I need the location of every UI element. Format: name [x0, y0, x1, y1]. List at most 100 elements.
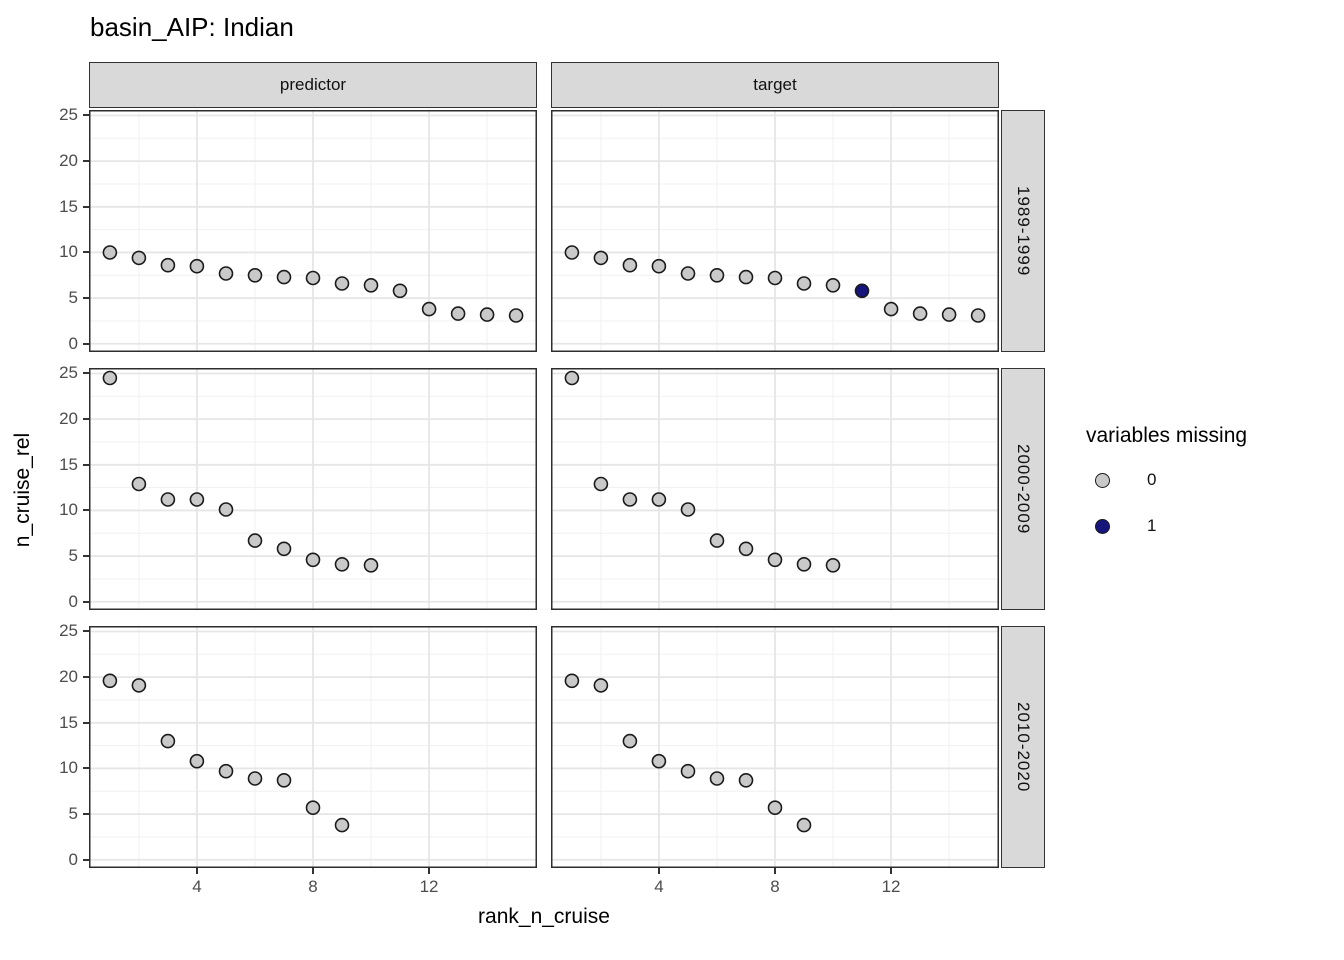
facet-col-label: predictor — [279, 75, 347, 94]
data-point — [796, 817, 812, 833]
data-point — [131, 678, 147, 693]
data-point — [825, 558, 841, 573]
y-tick-label: 0 — [68, 591, 78, 611]
y-tick-label: 20 — [59, 151, 78, 171]
x-tick-mark — [195, 868, 198, 874]
data-point — [334, 557, 350, 572]
data-point — [305, 270, 321, 286]
data-point — [363, 278, 379, 293]
y-tick-mark — [83, 418, 89, 421]
y-tick-mark — [83, 251, 89, 254]
y-tick-label: 0 — [68, 849, 78, 869]
y-tick-mark — [83, 630, 89, 633]
data-point — [160, 257, 176, 273]
data-point — [883, 301, 899, 317]
data-point — [160, 492, 176, 507]
data-point — [218, 763, 234, 779]
data-point — [392, 283, 408, 299]
legend-title: variables missing — [1086, 424, 1248, 447]
y-tick-mark — [83, 813, 89, 816]
x-tick-label: 4 — [654, 877, 664, 896]
data-point — [508, 308, 524, 323]
x-tick-label: 12 — [881, 877, 901, 896]
data-point — [189, 258, 205, 274]
data-point — [709, 533, 725, 548]
data-point — [651, 258, 667, 274]
data-point — [593, 250, 609, 266]
data-point — [276, 541, 292, 557]
legend-item: 0 — [1086, 470, 1247, 490]
data-point — [854, 283, 870, 299]
y-tick-label: 15 — [59, 712, 78, 732]
facet-col-strip-predictor: predictor — [89, 62, 537, 108]
x-axis-title: rank_n_cruise — [478, 905, 610, 928]
y-tick-mark — [83, 721, 89, 724]
data-point — [564, 245, 580, 260]
y-tick-label: 5 — [68, 546, 78, 566]
facet-row-label: 2000-2009 — [1014, 443, 1033, 535]
data-point — [131, 476, 147, 492]
y-tick-mark — [83, 767, 89, 770]
data-point — [680, 502, 696, 517]
data-point — [305, 552, 321, 568]
data-point — [680, 763, 696, 779]
y-tick-mark — [83, 114, 89, 117]
data-point — [593, 678, 609, 693]
facet-row-strip-2010-2020: 2010-2020 — [1001, 626, 1045, 868]
data-point — [593, 476, 609, 492]
data-point — [334, 817, 350, 833]
panel-target-2000-2009 — [551, 368, 999, 610]
y-tick-mark — [83, 160, 89, 163]
data-point — [970, 308, 986, 323]
y-tick-mark — [83, 297, 89, 300]
panel-target-2010-2020 — [551, 626, 999, 868]
data-point — [796, 557, 812, 572]
data-point — [305, 800, 321, 815]
facet-col-label: target — [753, 75, 797, 94]
y-tick-mark — [83, 555, 89, 558]
data-point — [479, 307, 495, 322]
data-point — [247, 771, 263, 786]
y-tick-label: 5 — [68, 804, 78, 824]
y-tick-label: 15 — [59, 454, 78, 474]
panel-predictor-2000-2009 — [89, 368, 537, 610]
data-point — [622, 257, 638, 273]
chart-title: basin_AIP: Indian — [90, 12, 294, 42]
y-tick-mark — [83, 463, 89, 466]
y-tick-label: 25 — [59, 363, 78, 383]
panel-target-1989-1999 — [551, 110, 999, 352]
y-tick-label: 0 — [68, 333, 78, 353]
data-point — [796, 276, 812, 291]
x-tick-mark — [890, 868, 893, 874]
data-point — [825, 278, 841, 293]
data-point — [160, 733, 176, 749]
data-point — [651, 753, 667, 769]
legend-item-label: 0 — [1147, 470, 1157, 489]
x-tick-label: 8 — [308, 877, 318, 896]
panel-predictor-1989-1999 — [89, 110, 537, 352]
legend-key-circle-grey-icon — [1095, 472, 1110, 488]
facet-row-strip-2000-2009: 2000-2009 — [1001, 368, 1045, 610]
y-tick-mark — [83, 205, 89, 208]
data-point — [450, 306, 466, 321]
y-tick-label: 15 — [59, 196, 78, 216]
data-point — [941, 307, 957, 322]
legend-key-circle-navy-icon — [1095, 518, 1110, 534]
data-point — [276, 269, 292, 285]
y-tick-label: 25 — [59, 105, 78, 125]
x-tick-mark — [312, 868, 314, 874]
data-point — [709, 771, 725, 786]
x-tick-label: 12 — [419, 877, 439, 896]
data-point — [102, 673, 118, 689]
data-point — [767, 800, 783, 815]
data-point — [767, 552, 783, 568]
facet-col-strip-target: target — [551, 62, 999, 108]
data-point — [622, 492, 638, 507]
y-tick-label: 25 — [59, 621, 78, 641]
facet-row-label: 1989-1999 — [1014, 185, 1033, 277]
legend-item: 1 — [1086, 516, 1247, 536]
data-point — [218, 266, 234, 281]
y-tick-mark — [83, 600, 89, 603]
data-point — [680, 266, 696, 281]
